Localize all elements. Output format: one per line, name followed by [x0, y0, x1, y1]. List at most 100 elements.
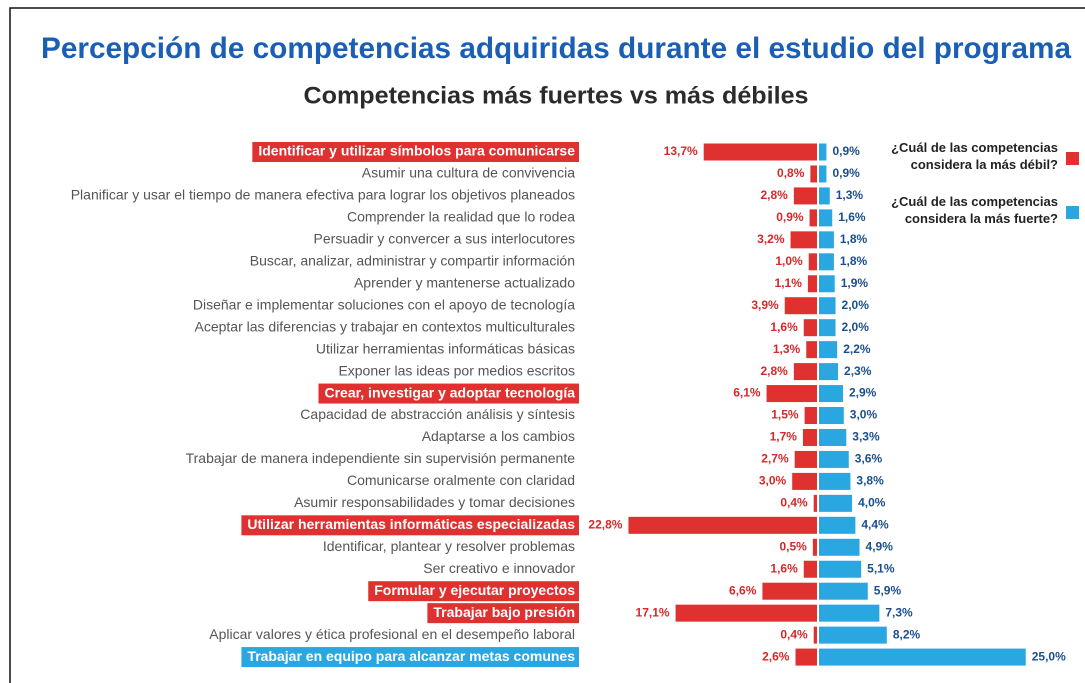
category-label: Asumir responsabilidades y tomar decisio…: [294, 494, 575, 510]
bar: [804, 407, 817, 425]
category-label: Comprender la realidad que lo rodea: [347, 209, 575, 225]
bar: [819, 648, 1026, 666]
bar: [819, 385, 843, 403]
chart-subtitle: Competencias más fuertes vs más débiles: [304, 82, 809, 109]
value-label: 0,8%: [777, 166, 805, 180]
bar: [819, 516, 856, 534]
bar: [819, 143, 827, 161]
value-label: 1,1%: [775, 276, 803, 290]
value-label: 2,8%: [760, 188, 788, 202]
bar: [819, 472, 851, 490]
category-label: Diseñar e implementar soluciones con el …: [193, 296, 575, 312]
value-label: 1,0%: [775, 254, 803, 268]
value-label: 22,8%: [588, 517, 622, 531]
bar: [819, 187, 830, 205]
value-label: 1,8%: [840, 254, 868, 268]
value-label: 2,3%: [844, 364, 872, 378]
value-label: 1,3%: [773, 342, 801, 356]
category-label: Crear, investigar y adoptar tecnología: [324, 384, 575, 400]
value-label: 1,6%: [770, 320, 798, 334]
category-label: Trabajar en equipo para alcanzar metas c…: [247, 648, 575, 664]
bar: [807, 275, 817, 293]
bar: [819, 209, 833, 227]
bar: [628, 516, 817, 534]
category-label: Ser creativo e innovador: [423, 560, 575, 576]
category-label: Identificar y utilizar símbolos para com…: [258, 143, 575, 159]
value-label: 5,1%: [867, 561, 895, 575]
value-label: 13,7%: [664, 144, 698, 158]
bar: [819, 363, 839, 381]
category-label: Adaptarse a los cambios: [422, 428, 575, 444]
legend-label: ¿Cuál de las competencias considera la m…: [891, 140, 1058, 172]
category-highlight: [241, 647, 579, 668]
value-label: 1,3%: [836, 188, 864, 202]
bar: [793, 187, 817, 205]
bar: [795, 648, 817, 666]
legend-swatch: [1066, 152, 1079, 165]
bar: [819, 231, 834, 249]
category-highlight: [318, 383, 579, 404]
value-label: 4,0%: [858, 496, 886, 510]
bar: [819, 604, 880, 622]
bar: [819, 407, 844, 425]
value-label: 3,8%: [856, 474, 884, 488]
bar: [790, 231, 817, 249]
value-label: 7,3%: [885, 605, 913, 619]
frame: [9, 7, 1085, 683]
bar: [819, 538, 860, 556]
value-label: 1,8%: [840, 232, 868, 246]
category-label: Trabajar bajo presión: [433, 604, 575, 620]
bar: [703, 143, 817, 161]
bar: [819, 428, 847, 446]
value-label: 0,5%: [780, 539, 808, 553]
category-highlight: [252, 142, 579, 162]
value-label: 3,2%: [757, 232, 785, 246]
value-label: 2,0%: [842, 298, 870, 312]
category-label: Asumir una cultura de convivencia: [362, 165, 575, 181]
value-label: 17,1%: [636, 605, 670, 619]
value-label: 0,9%: [776, 210, 804, 224]
bar: [813, 626, 817, 644]
category-label: Aceptar las diferencias y trabajar en co…: [194, 318, 575, 334]
bar: [802, 428, 817, 446]
value-label: 8,2%: [893, 627, 921, 641]
bar: [810, 165, 817, 183]
bar: [675, 604, 817, 622]
bar: [808, 253, 817, 271]
bar: [762, 582, 817, 600]
value-label: 0,9%: [832, 144, 860, 158]
category-label: Aprender y mantenerse actualizado: [354, 274, 575, 290]
value-label: 1,6%: [770, 561, 798, 575]
value-label: 6,6%: [729, 583, 757, 597]
bar: [794, 450, 817, 468]
value-label: 3,6%: [855, 452, 883, 466]
value-label: 2,2%: [843, 342, 871, 356]
category-label: Utilizar herramientas informáticas básic…: [316, 340, 575, 356]
bar: [784, 297, 817, 315]
bar: [812, 538, 817, 556]
category-label: Utilizar herramientas informáticas espec…: [247, 516, 575, 532]
value-label: 1,7%: [770, 430, 798, 444]
category-label: Identificar, plantear y resolver problem…: [323, 538, 575, 554]
bar: [766, 385, 817, 403]
chart-title: Percepción de competencias adquiridas du…: [41, 32, 1071, 65]
value-label: 1,6%: [838, 210, 866, 224]
bar: [819, 319, 836, 337]
bar: [819, 341, 838, 359]
bar: [819, 297, 836, 315]
value-label: 0,4%: [780, 627, 808, 641]
category-highlight: [427, 603, 579, 624]
value-label: 2,9%: [849, 386, 877, 400]
category-highlight: [368, 581, 579, 602]
bar: [806, 341, 817, 359]
category-label: Formular y ejecutar proyectos: [374, 582, 575, 598]
bar: [819, 275, 835, 293]
category-label: Capacidad de abstracción análisis y sínt…: [300, 406, 575, 422]
category-label: Buscar, analizar, administrar y comparti…: [250, 253, 575, 269]
category-label: Persuadir y convercer a sus interlocutor…: [314, 231, 575, 247]
category-label: Planificar y usar el tiempo de manera ef…: [71, 187, 575, 203]
bar: [819, 560, 862, 578]
value-label: 3,0%: [759, 474, 787, 488]
